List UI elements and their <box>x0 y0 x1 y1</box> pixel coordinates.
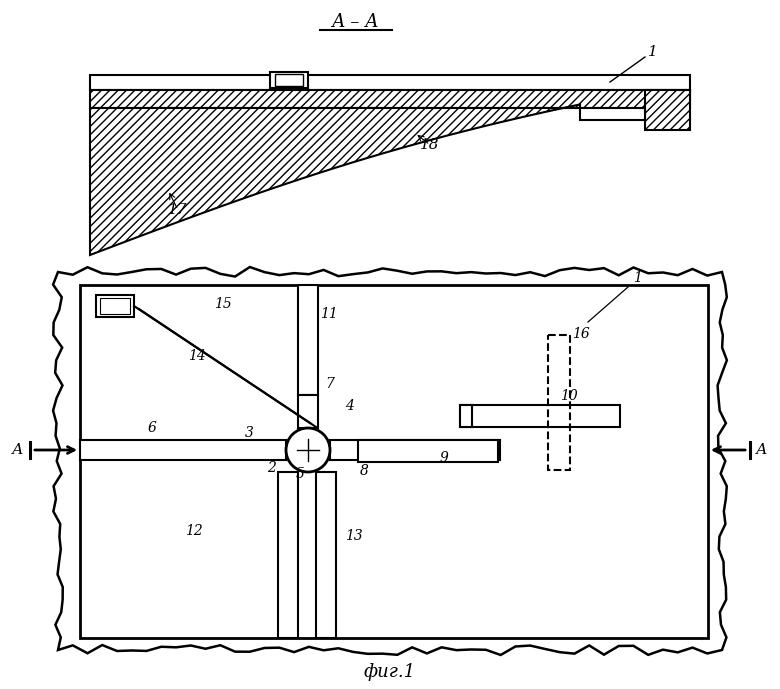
Text: 8: 8 <box>360 464 369 478</box>
Bar <box>278 472 298 638</box>
Polygon shape <box>90 105 580 255</box>
Text: 18: 18 <box>420 138 440 152</box>
Bar <box>275 74 303 86</box>
Bar <box>298 395 318 428</box>
Text: 6: 6 <box>148 421 157 435</box>
Text: 2: 2 <box>267 461 276 475</box>
Text: А: А <box>757 443 768 457</box>
Text: А – А: А – А <box>332 13 379 31</box>
Text: 3: 3 <box>245 426 254 440</box>
Polygon shape <box>580 108 645 120</box>
Text: 11: 11 <box>320 307 338 321</box>
Bar <box>100 298 130 314</box>
Text: 15: 15 <box>214 297 232 311</box>
Text: фиг.1: фиг.1 <box>364 663 416 681</box>
Bar <box>316 472 336 638</box>
Text: 7: 7 <box>325 377 334 391</box>
Text: 13: 13 <box>345 529 363 543</box>
Bar <box>270 72 308 88</box>
Polygon shape <box>90 75 690 90</box>
Text: 1: 1 <box>633 271 642 285</box>
Text: 4: 4 <box>345 399 354 413</box>
Text: 16: 16 <box>572 327 590 341</box>
Text: 12: 12 <box>185 524 203 538</box>
Polygon shape <box>53 267 727 655</box>
Text: 9: 9 <box>440 451 448 465</box>
Text: 17: 17 <box>168 203 188 217</box>
Polygon shape <box>90 90 690 108</box>
Text: 14: 14 <box>188 349 206 363</box>
Bar <box>298 285 318 395</box>
Bar <box>460 405 472 427</box>
Text: 1: 1 <box>648 45 658 59</box>
Bar <box>96 295 134 317</box>
Text: А: А <box>12 443 23 457</box>
Text: 10: 10 <box>560 389 578 403</box>
Text: 5: 5 <box>296 467 305 481</box>
Bar <box>80 285 708 638</box>
Bar <box>548 335 570 470</box>
Polygon shape <box>645 90 690 130</box>
Bar <box>80 440 286 460</box>
Bar <box>330 440 500 460</box>
Bar <box>460 405 620 427</box>
Bar <box>358 440 498 462</box>
